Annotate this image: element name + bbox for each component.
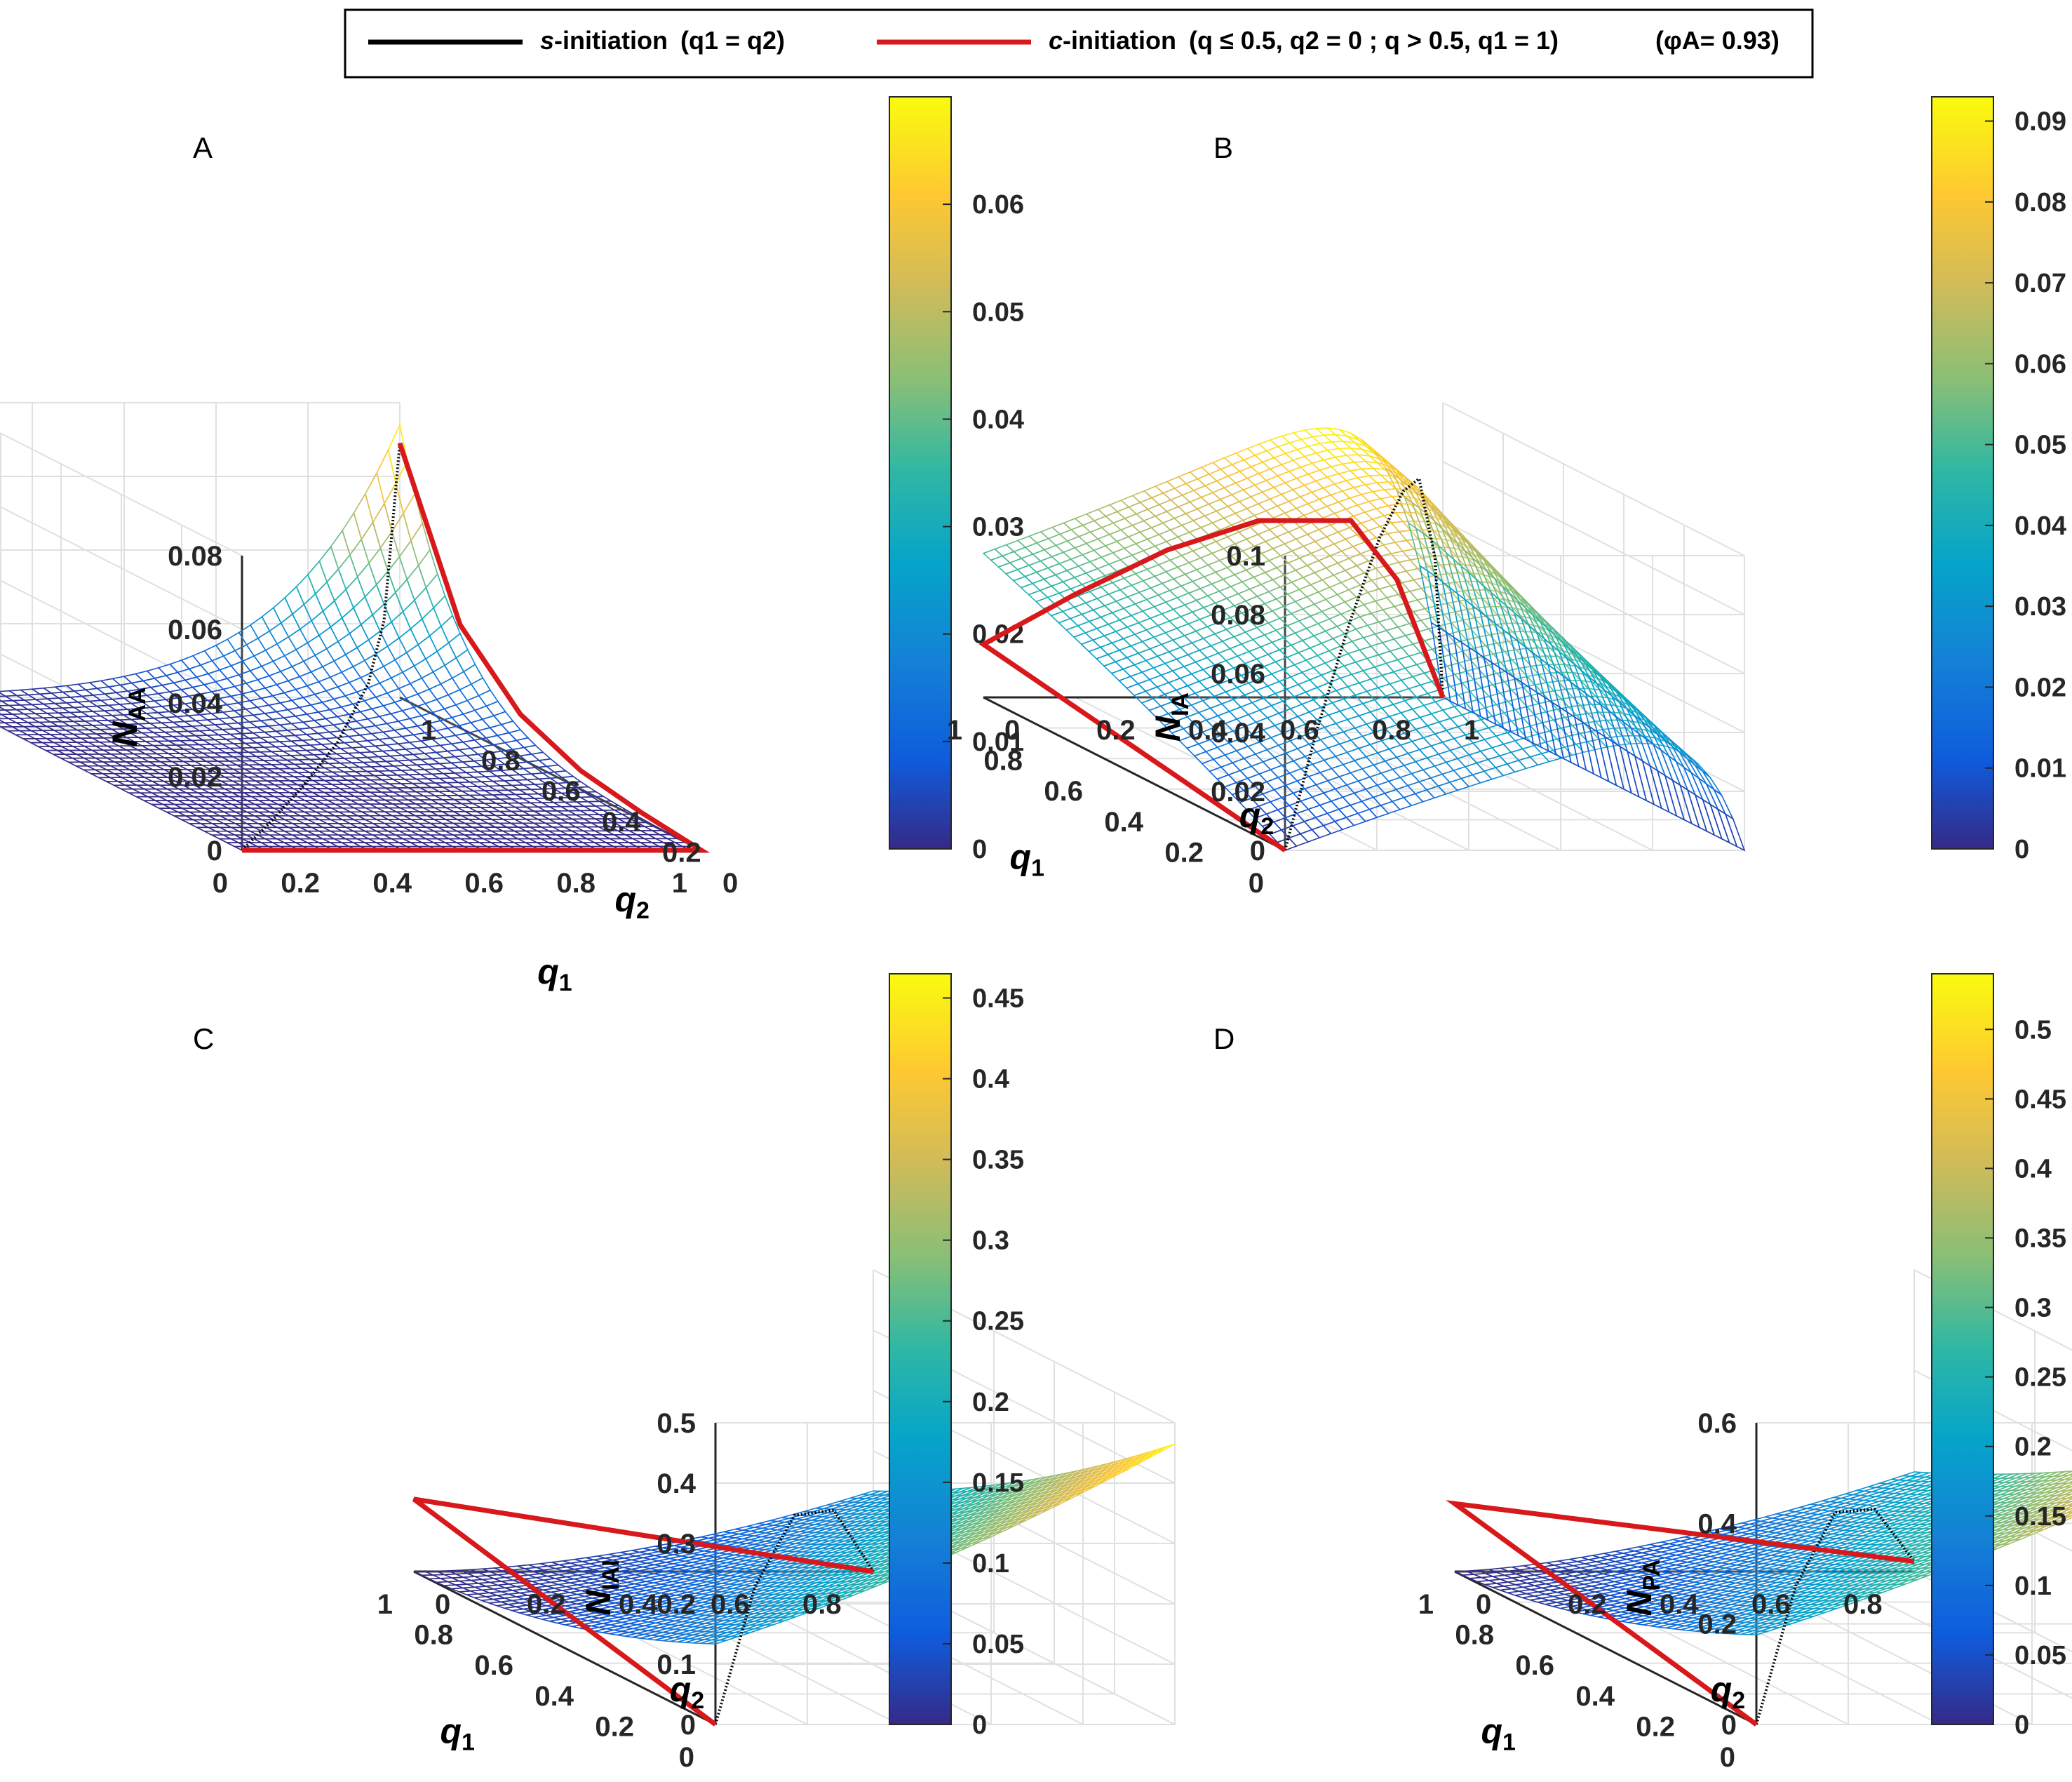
y-tick-label: 0.6 xyxy=(1280,715,1319,746)
x-axis-label: q1 xyxy=(1010,838,1044,882)
y-tick-label: 0.8 xyxy=(481,746,520,777)
x-tick-label: 0 xyxy=(213,868,228,899)
colorbar-tick-label: 0.07 xyxy=(2014,269,2066,298)
colorbar-tick-label: 0.06 xyxy=(972,190,1024,220)
wall-grid-z xyxy=(0,431,243,556)
legend-s-text: s-initiation (q1 = q2) xyxy=(540,26,785,55)
y-tick-label: 0.8 xyxy=(1372,715,1411,746)
colorbar-tick-label: 0 xyxy=(972,835,987,864)
x-tick-label: 0.6 xyxy=(1044,776,1083,807)
x-tick-label: 1 xyxy=(672,868,687,899)
y-tick-label: 0.2 xyxy=(662,837,701,868)
legend-box xyxy=(344,8,1814,79)
axis-line xyxy=(399,696,702,852)
colorbar-tick-label: 0.04 xyxy=(972,405,1024,434)
wall-grid-z xyxy=(0,505,243,630)
panels: 00.020.040.060.080 0.2 0.4 0.6 0.8 1 00.20.40.… xyxy=(0,96,2072,1773)
x-tick-label: 0 xyxy=(1249,868,1264,899)
wall-grid-z xyxy=(0,579,243,704)
y-tick-label: 1 xyxy=(421,715,436,746)
colorbar-tick-label: 0.05 xyxy=(972,297,1024,327)
colorbar-tick-label: 0.03 xyxy=(2014,592,2066,622)
panel-B: 0 0.02 0.04 0.06 0.08 0.1 0 0.2 0.4 0.6 0.8 1 0 0.2 0.… xyxy=(947,96,2066,899)
panel-B-surface xyxy=(982,427,1746,852)
z-tick-label: 0.02 xyxy=(168,762,222,793)
legend-phi: (φA= 0.93) xyxy=(1655,26,1780,55)
x-tick-label: 0.4 xyxy=(372,868,412,899)
y-axis-label: q2 xyxy=(615,880,650,924)
z-tick-label: 0.06 xyxy=(168,615,222,645)
legend-c-cond: (q ≤ 0.5, q2 = 0 ; q > 0.5, q1 = 1) xyxy=(1189,26,1559,55)
z-tick-label: 0.08 xyxy=(1211,600,1265,631)
wall-grid-z xyxy=(0,652,243,777)
colorbar-tick-label: 0.05 xyxy=(2014,431,2066,460)
y-tick-label: 0.4 xyxy=(1188,715,1227,746)
y-tick-label: 0.6 xyxy=(541,776,581,807)
z-tick-label: 0.1 xyxy=(1226,541,1265,572)
panel-B-colorbar: 0 0.01 0.02 0.03 0.04 0.05 0.06 0.07 0.08 0.09 xyxy=(1931,96,2066,864)
x-tick-label: 0.2 xyxy=(1164,837,1204,868)
y-tick-label: 0 xyxy=(1004,715,1020,746)
z-tick-label: 0.08 xyxy=(168,541,222,572)
colorbar-tick-label: 0.08 xyxy=(2014,188,2066,217)
x-axis-label: q1 xyxy=(537,952,572,996)
y-tick-label: 0.4 xyxy=(602,807,641,838)
y-tick-label: 0.2 xyxy=(1096,715,1136,746)
panel-letter: B xyxy=(1213,131,1233,164)
x-tick-label: 0.8 xyxy=(556,868,596,899)
z-tick-label: 0 xyxy=(1250,836,1265,866)
legend-s-cond: (q1 = q2) xyxy=(680,26,785,55)
z-tick-label: 0.06 xyxy=(1211,659,1265,690)
wall-grid-z xyxy=(1442,402,1745,556)
legend-c-text: c-initiation (q ≤ 0.5, q2 = 0 ; q > 0.5, … xyxy=(1049,26,1559,55)
y-tick-label: 0 xyxy=(722,868,738,899)
y-tick-label: 1 xyxy=(1464,715,1479,746)
panel-C: 00.10.20.30.40.500.20.40.60.81 0 0.2 0.4 0.6… xyxy=(193,973,1176,1773)
legend-c-label: -initiation xyxy=(1063,26,1176,55)
panel-A-surface xyxy=(0,422,702,851)
panel-letter: A xyxy=(193,131,213,164)
colorbar-tick-label: 0.09 xyxy=(2014,107,2066,137)
z-tick-label: 0 xyxy=(207,836,222,866)
colorbar-tick-label: 0.04 xyxy=(2014,511,2066,541)
colorbar-tick-label: 0 xyxy=(2014,835,2029,864)
colorbar-gradient xyxy=(1931,96,1994,850)
x-tick-label: 1 xyxy=(947,715,962,746)
colorbar-tick-label: 0.01 xyxy=(2014,754,2066,784)
legend-s-prefix: s xyxy=(540,26,554,55)
colorbar-gradient xyxy=(889,96,952,850)
colorbar-tick-label: 0.02 xyxy=(2014,673,2066,702)
x-tick-label: 0.6 xyxy=(464,868,504,899)
panel-A: 00.020.040.060.080 0.2 0.4 0.6 0.8 1 00.20.40.… xyxy=(0,96,1024,996)
z-tick-label: 0.04 xyxy=(168,688,223,719)
x-tick-label: 0.2 xyxy=(281,868,320,899)
colorbar-tick-label: 0.06 xyxy=(2014,349,2066,379)
legend-s-label: -initiation xyxy=(554,26,668,55)
x-tick-label: 0.8 xyxy=(983,746,1023,777)
legend-c-prefix: c xyxy=(1049,26,1063,55)
x-tick-label: 0.4 xyxy=(1104,807,1143,838)
colorbar-tick-label: 0.03 xyxy=(972,513,1024,542)
legend: s-initiation (q1 = q2) c-initiation (q ≤ 0… xyxy=(344,8,1814,79)
